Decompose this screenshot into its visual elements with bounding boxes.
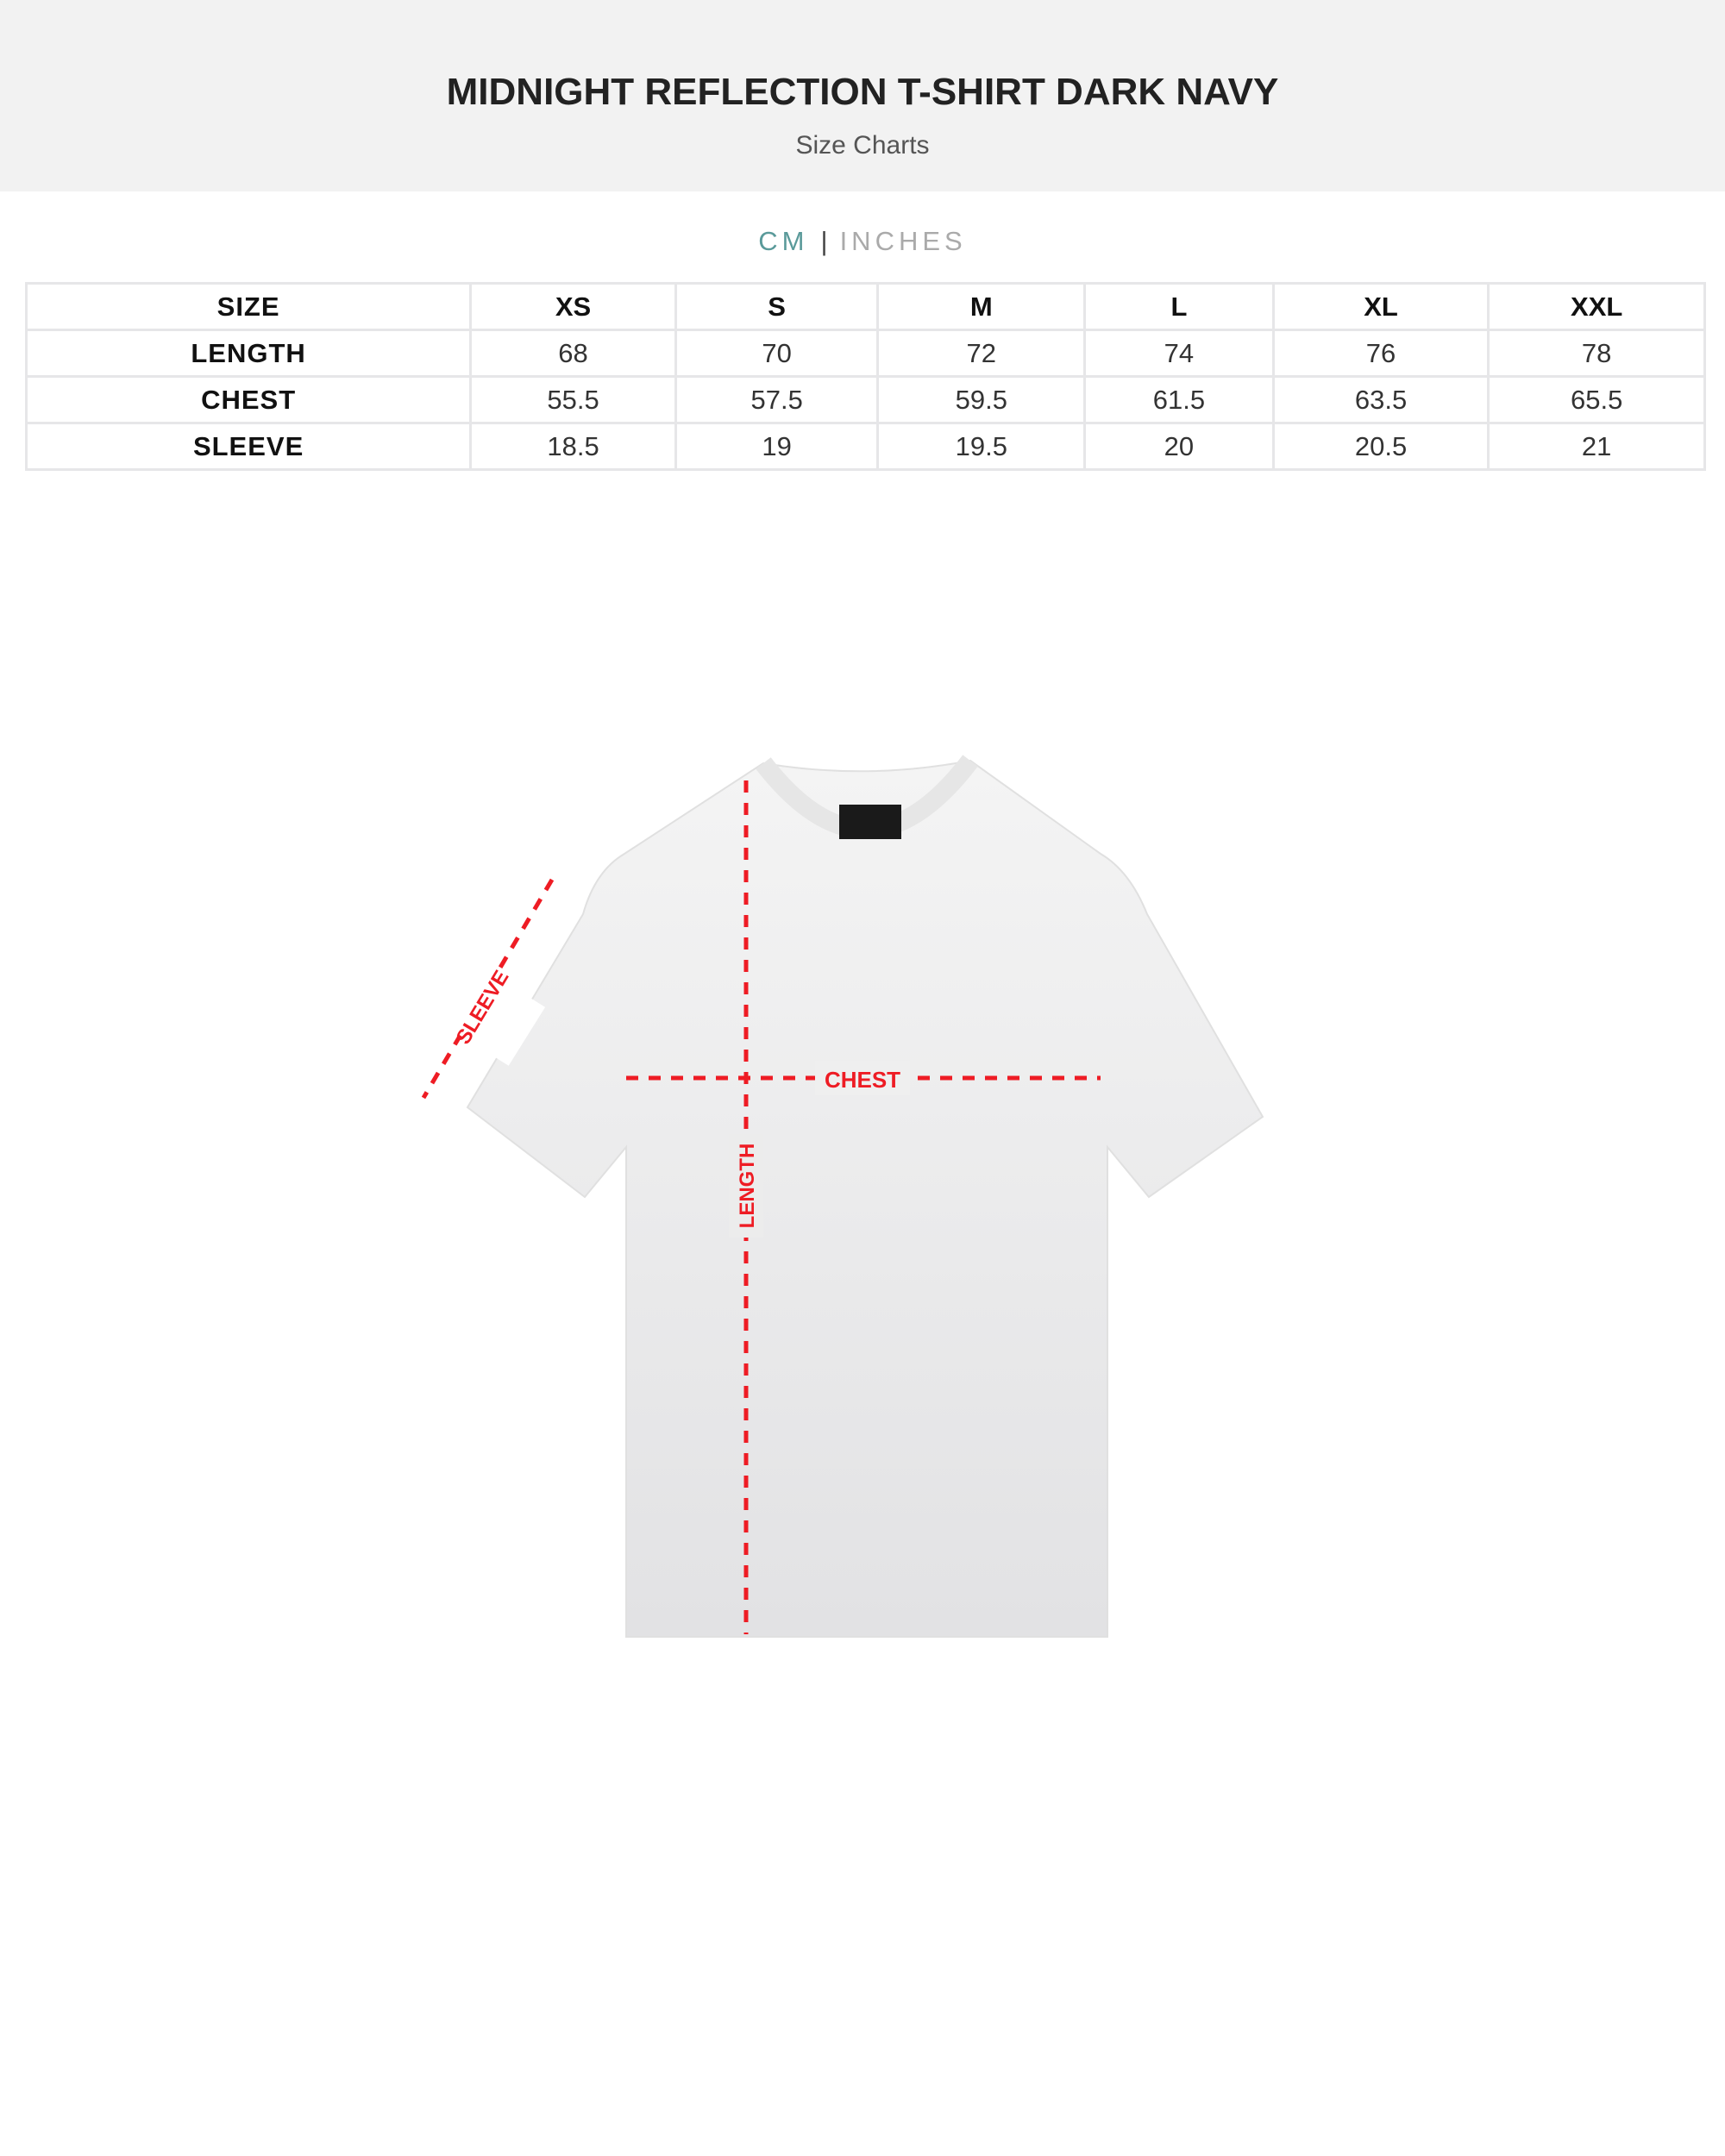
unit-inches-tab[interactable]: INCHES [839, 226, 967, 256]
product-title: MIDNIGHT REFLECTION T-SHIRT DARK NAVY [446, 71, 1279, 113]
table-cell: 59.5 [876, 375, 1087, 424]
row-label: LENGTH [24, 329, 473, 378]
header-cell: SIZE [24, 282, 473, 331]
header-cell: L [1083, 282, 1275, 331]
header-cell: M [876, 282, 1087, 331]
table-cell: 68 [469, 329, 677, 378]
unit-separator: | [820, 226, 828, 256]
table-cell: 74 [1083, 329, 1275, 378]
row-label: CHEST [24, 375, 473, 424]
table-cell: 63.5 [1271, 375, 1490, 424]
table-cell: 20.5 [1271, 422, 1490, 471]
header-cell: XXL [1487, 282, 1706, 331]
length-label: LENGTH [736, 1144, 759, 1229]
row-label: SLEEVE [24, 422, 473, 471]
unit-cm-tab[interactable]: CM [758, 226, 809, 256]
table-cell: 65.5 [1487, 375, 1706, 424]
header-cell: XL [1271, 282, 1490, 331]
table-cell: 21 [1487, 422, 1706, 471]
chest-label: CHEST [825, 1067, 900, 1093]
table-cell: 19 [674, 422, 880, 471]
neck-label [839, 805, 901, 839]
table-header-row: SIZE XS S M L XL XXL [24, 282, 1706, 331]
header-cell: S [674, 282, 880, 331]
unit-toggle: CM | INCHES [0, 226, 1725, 257]
page-header: MIDNIGHT REFLECTION T-SHIRT DARK NAVY Si… [0, 0, 1725, 191]
table-cell: 72 [876, 329, 1087, 378]
sleeve-measure-line [421, 878, 555, 1100]
table-cell: 70 [674, 329, 880, 378]
table-cell: 19.5 [876, 422, 1087, 471]
table-cell: 20 [1083, 422, 1275, 471]
table-cell: 78 [1487, 329, 1706, 378]
size-table: SIZE XS S M L XL XXL LENGTH 68 70 72 74 … [24, 282, 1706, 471]
table-cell: 61.5 [1083, 375, 1275, 424]
table-row: CHEST 55.5 57.5 59.5 61.5 63.5 65.5 [24, 375, 1706, 424]
table-cell: 76 [1271, 329, 1490, 378]
table-cell: 57.5 [674, 375, 880, 424]
table-cell: 55.5 [469, 375, 677, 424]
tshirt-image [466, 759, 1264, 1638]
size-charts-subtitle: Size Charts [795, 131, 930, 160]
table-cell: 18.5 [469, 422, 677, 471]
header-cell: XS [469, 282, 677, 331]
table-row: SLEEVE 18.5 19 19.5 20 20.5 21 [24, 422, 1706, 471]
table-row: LENGTH 68 70 72 74 76 78 [24, 329, 1706, 378]
